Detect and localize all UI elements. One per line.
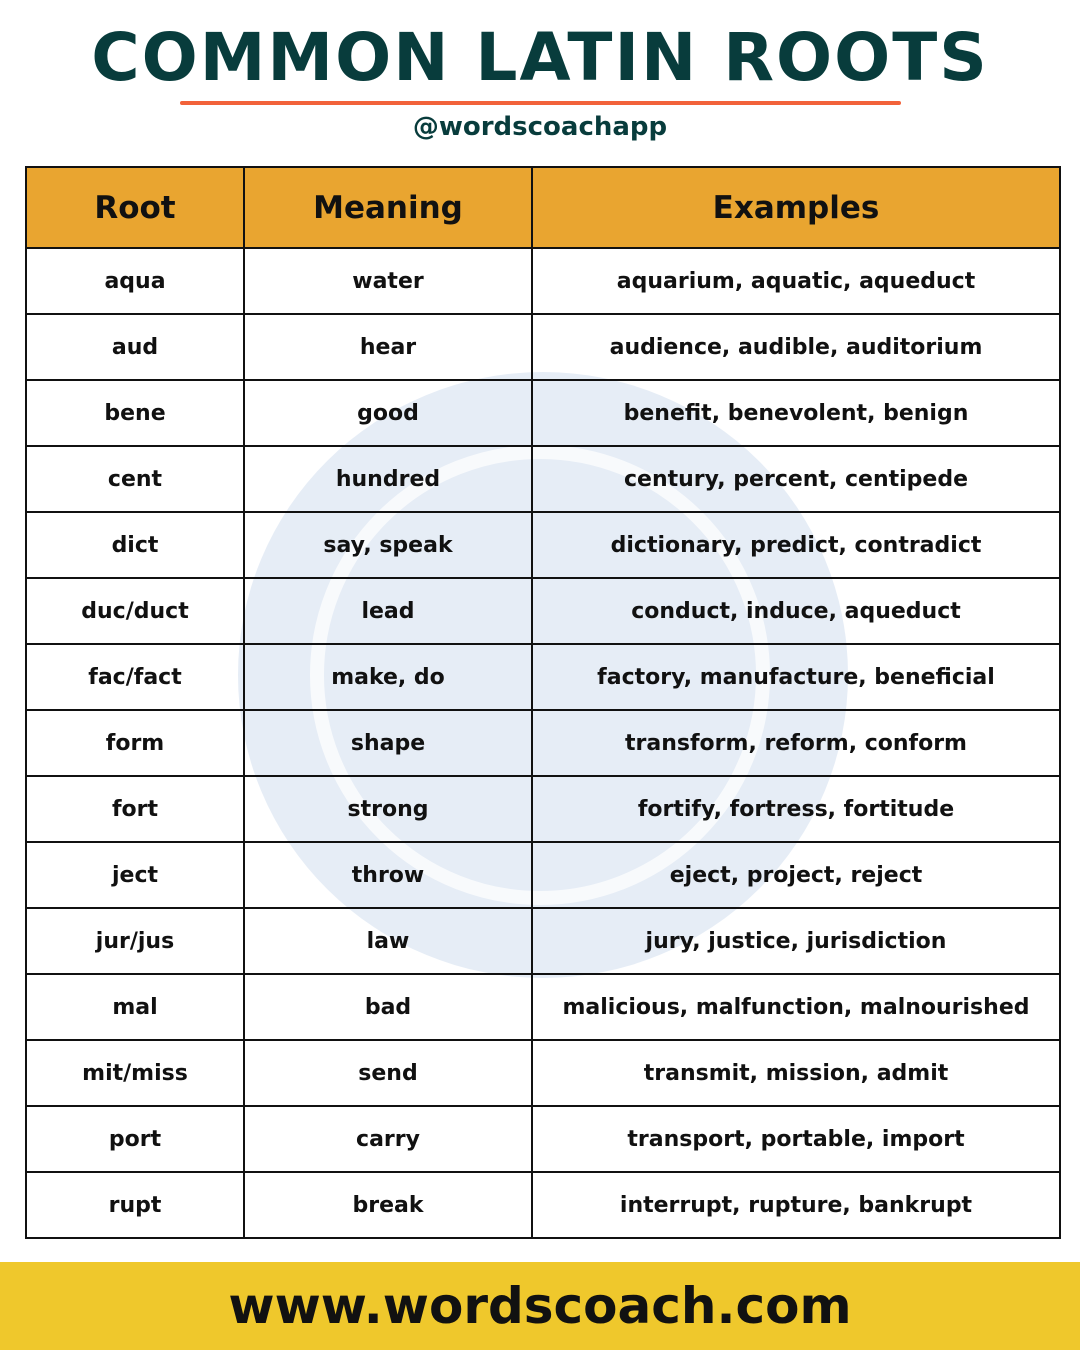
table-row: rupt break interrupt, rupture, bankrupt [25,1171,1061,1239]
table-row: mit/miss send transmit, mission, admit [25,1039,1061,1107]
table-row: aqua water aquarium, aquatic, aqueduct [25,247,1061,315]
page-title: COMMON LATIN ROOTS [91,19,989,96]
cell-examples: eject, project, reject [531,841,1061,909]
table-row: dict say, speak dictionary, predict, contr… [25,511,1061,579]
cell-examples: transform, reform, conform [531,709,1061,777]
cell-examples: interrupt, rupture, bankrupt [531,1171,1061,1239]
cell-root: port [25,1105,245,1173]
table-row: port carry transport, portable, import [25,1105,1061,1173]
cell-root: rupt [25,1171,245,1239]
cell-root: duc/duct [25,577,245,645]
cell-meaning: send [243,1039,533,1107]
table-row: form shape transform, reform, conform [25,709,1061,777]
footer-banner: www.wordscoach.com [0,1262,1080,1350]
cell-meaning: carry [243,1105,533,1173]
cell-meaning: bad [243,973,533,1041]
cell-meaning: throw [243,841,533,909]
cell-examples: century, percent, centipede [531,445,1061,513]
table-row: fac/fact make, do factory, manufacture, be… [25,643,1061,711]
title-underline [180,101,901,105]
cell-meaning: strong [243,775,533,843]
cell-root: cent [25,445,245,513]
header-root: Root [25,166,245,249]
cell-examples: audience, audible, auditorium [531,313,1061,381]
cell-meaning: shape [243,709,533,777]
table-row: duc/duct lead conduct, induce, aqueduct [25,577,1061,645]
cell-root: fac/fact [25,643,245,711]
cell-examples: benefit, benevolent, benign [531,379,1061,447]
cell-root: ject [25,841,245,909]
table-row: mal bad malicious, malfunction, malnourish… [25,973,1061,1041]
website-url: www.wordscoach.com [228,1277,852,1335]
social-handle: @wordscoachapp [412,112,668,142]
cell-examples: malicious, malfunction, malnourished [531,973,1061,1041]
cell-meaning: break [243,1171,533,1239]
cell-root: aqua [25,247,245,315]
cell-examples: transmit, mission, admit [531,1039,1061,1107]
cell-meaning: hundred [243,445,533,513]
table-row: ject throw eject, project, reject [25,841,1061,909]
cell-meaning: water [243,247,533,315]
cell-meaning: lead [243,577,533,645]
cell-root: mal [25,973,245,1041]
cell-examples: aquarium, aquatic, aqueduct [531,247,1061,315]
cell-root: bene [25,379,245,447]
table-row: jur/jus law jury, justice, jurisdiction [25,907,1061,975]
cell-root: aud [25,313,245,381]
cell-root: fort [25,775,245,843]
cell-examples: factory, manufacture, beneficial [531,643,1061,711]
cell-examples: conduct, induce, aqueduct [531,577,1061,645]
cell-examples: dictionary, predict, contradict [531,511,1061,579]
cell-meaning: law [243,907,533,975]
table-row: cent hundred century, percent, centipede [25,445,1061,513]
cell-examples: transport, portable, import [531,1105,1061,1173]
cell-root: jur/jus [25,907,245,975]
table-row: aud hear audience, audible, auditorium [25,313,1061,381]
cell-root: form [25,709,245,777]
table-row: bene good benefit, benevolent, benign [25,379,1061,447]
cell-meaning: good [243,379,533,447]
cell-examples: fortify, fortress, fortitude [531,775,1061,843]
cell-meaning: make, do [243,643,533,711]
cell-examples: jury, justice, jurisdiction [531,907,1061,975]
cell-meaning: hear [243,313,533,381]
latin-roots-table: Root Meaning Examples aqua water aquarium,… [25,166,1061,1239]
table-row: fort strong fortify, fortress, fortitude [25,775,1061,843]
table-header-row: Root Meaning Examples [25,166,1061,249]
cell-meaning: say, speak [243,511,533,579]
cell-root: mit/miss [25,1039,245,1107]
header-meaning: Meaning [243,166,533,249]
cell-root: dict [25,511,245,579]
header-examples: Examples [531,166,1061,249]
